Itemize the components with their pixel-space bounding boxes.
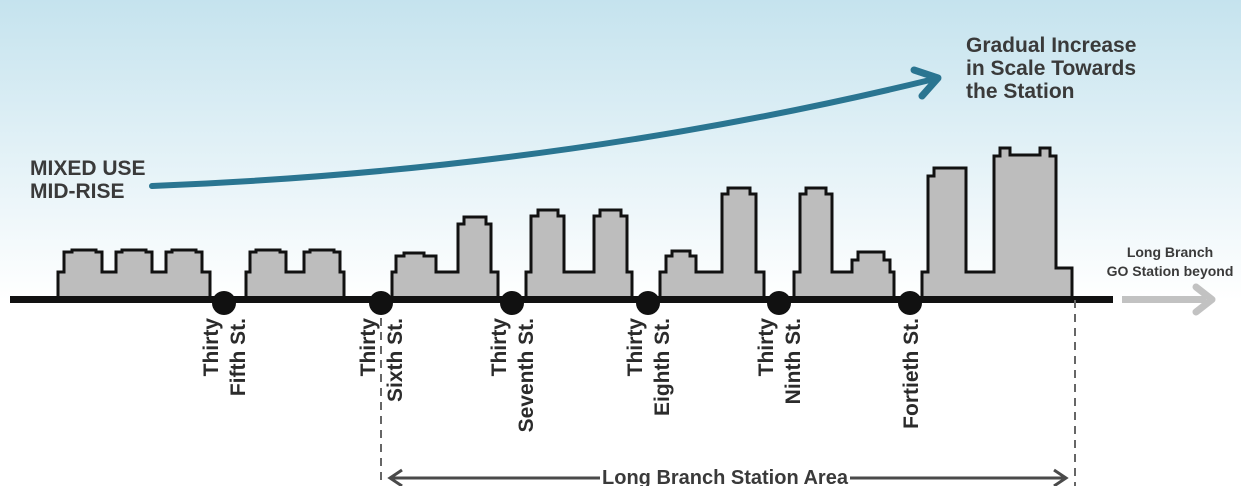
street-label-line2: Fifth St. <box>227 318 250 396</box>
street-label-line1: Thirty <box>200 318 223 377</box>
building-block <box>792 186 896 300</box>
mid-rise-label: MID-RISE <box>30 180 125 203</box>
building-block <box>658 186 766 300</box>
street-markers <box>212 291 922 315</box>
street-label-line1: Thirty <box>624 318 647 377</box>
building-block <box>244 248 346 300</box>
street-dot <box>898 291 922 315</box>
building-block <box>56 248 212 300</box>
building-block <box>524 208 634 300</box>
street-label-thirty-eighth: Thirty Eighth St. <box>624 318 674 416</box>
street-label-line2: Seventh St. <box>515 318 538 432</box>
street-dot <box>212 291 236 315</box>
building-block <box>390 215 500 300</box>
street-label-line1: Thirty <box>488 318 511 377</box>
scale-increase-title-line3: the Station <box>966 80 1075 103</box>
street-label-line2: Sixth St. <box>384 318 407 402</box>
station-area-extent-arrow <box>387 468 1069 486</box>
go-station-label-line1: Long Branch <box>1127 244 1213 260</box>
street-label-line2: Eighth St. <box>651 318 674 416</box>
street-label-line2: Ninth St. <box>782 318 805 404</box>
street-label-thirty-sixth: Thirty Sixth St. <box>357 318 407 402</box>
mixed-use-label: MIXED USE <box>30 157 146 180</box>
go-station-label-line2: GO Station beyond <box>1107 263 1234 279</box>
street-label-fortieth: Fortieth St. <box>900 318 923 429</box>
street-label-thirty-seventh: Thirty Seventh St. <box>488 318 538 433</box>
street-dot <box>767 291 791 315</box>
curved-arrow-icon <box>149 66 942 189</box>
street-label-line1: Thirty <box>357 318 380 377</box>
building-massing <box>56 146 1074 300</box>
street-label-thirty-ninth: Thirty Ninth St. <box>755 318 805 405</box>
street-dot <box>636 291 660 315</box>
street-dot <box>369 291 393 315</box>
scale-increase-title-line2: in Scale Towards <box>966 57 1136 80</box>
scale-increase-title-line1: Gradual Increase <box>966 34 1136 57</box>
street-label-thirty-fifth: Thirty Fifth St. <box>200 318 250 396</box>
street-label-line1: Thirty <box>755 318 778 377</box>
street-dot <box>500 291 524 315</box>
station-area-label: Long Branch Station Area <box>602 467 849 486</box>
street-label-line1: Fortieth St. <box>900 318 923 429</box>
building-block <box>920 146 1074 300</box>
right-arrow-icon <box>1122 283 1216 316</box>
